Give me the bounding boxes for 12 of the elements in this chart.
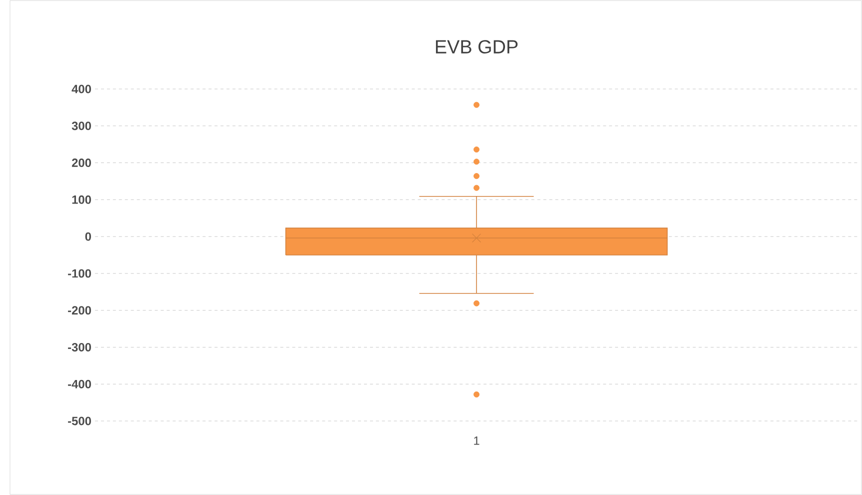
y-tick-label: -100 [68,269,91,278]
y-tick-label: -300 [68,342,91,352]
y-tick-label: 200 [72,158,91,167]
y-tick-label: -500 [68,416,91,426]
x-tick-label: 1 [474,436,480,445]
y-tick-label: 400 [72,84,91,94]
y-tick-label: 100 [72,195,91,204]
y-tick-label: 300 [72,122,91,130]
y-tick-label: -400 [68,380,91,388]
chart-title: EVB GDP [436,40,518,54]
y-tick-label: 0 [85,232,91,241]
y-tick-label: -200 [68,306,91,315]
